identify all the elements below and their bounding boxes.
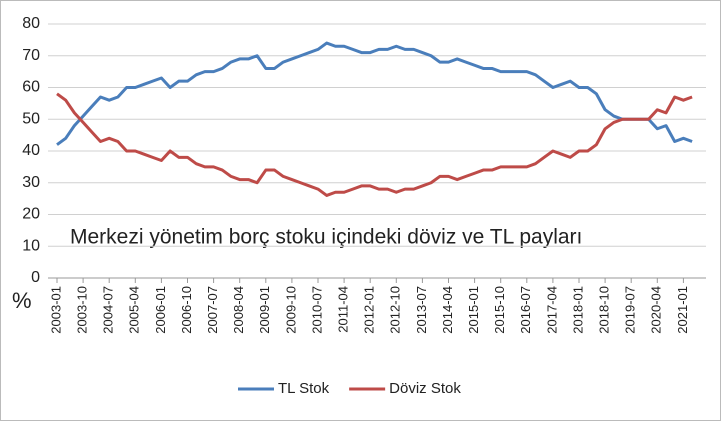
x-tick-label: 2011-04 xyxy=(336,286,351,333)
x-tick-label: 2018-01 xyxy=(570,286,585,334)
x-tick-label: 2020-04 xyxy=(649,286,664,334)
y-tick-label: 40 xyxy=(22,142,40,159)
x-tick-label: 2003-01 xyxy=(48,286,63,334)
x-tick-label: 2006-01 xyxy=(153,286,168,334)
y-tick-label: 10 xyxy=(22,237,40,254)
x-tick-label: 2021-01 xyxy=(675,286,690,334)
x-tick-label: 2013-07 xyxy=(414,286,429,334)
x-tick-label: 2008-04 xyxy=(231,286,246,334)
annotation: Merkezi yönetim borç stoku içindeki dövi… xyxy=(70,226,582,249)
y-tick-label: 50 xyxy=(22,110,40,127)
x-tick-label: 2010-07 xyxy=(309,286,324,334)
x-tick-label: 2015-01 xyxy=(466,286,481,334)
x-tick-label: 2012-01 xyxy=(362,286,377,334)
line-series xyxy=(56,92,693,197)
x-tick-label: 2006-10 xyxy=(179,286,194,334)
y-tick-label: 80 xyxy=(22,15,40,32)
x-tick-label: 2004-07 xyxy=(101,286,116,334)
x-tick-label: 2019-07 xyxy=(623,286,638,334)
x-tick-label: 2014-04 xyxy=(440,286,455,334)
x-tick-label: 2005-04 xyxy=(127,286,142,334)
y-tick-label: 60 xyxy=(22,79,40,96)
x-tick-label: 2016-07 xyxy=(518,286,533,334)
legend-label: TL Stok xyxy=(278,380,330,397)
x-tick-label: 2009-10 xyxy=(283,286,298,334)
x-tick-label: 2015-10 xyxy=(492,286,507,334)
x-tick-label: 2012-10 xyxy=(388,286,403,334)
line-series xyxy=(56,41,693,146)
x-tick-label: 2017-04 xyxy=(544,286,559,334)
x-tick-label: 2007-07 xyxy=(205,286,220,334)
x-tick-label: 2018-10 xyxy=(597,286,612,334)
x-tick-label: 2009-01 xyxy=(257,286,272,334)
y-tick-label: 30 xyxy=(22,174,40,191)
y-tick-label: 20 xyxy=(22,206,40,223)
legend-label: Döviz Stok xyxy=(389,380,461,397)
y-tick-label: 0 xyxy=(31,269,40,286)
y-label: % xyxy=(12,288,32,313)
y-tick-label: 70 xyxy=(22,47,40,64)
x-tick-label: 2003-10 xyxy=(75,286,90,334)
